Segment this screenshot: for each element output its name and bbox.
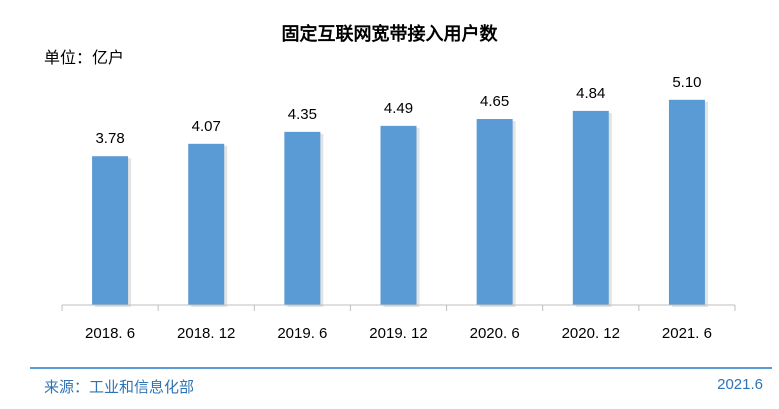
bar	[668, 99, 705, 306]
bar	[476, 119, 513, 306]
footer-divider	[30, 367, 772, 369]
bar-value-label: 4.65	[480, 93, 509, 110]
x-tick-label: 2020. 6	[470, 325, 520, 342]
bar-value-label: 4.35	[288, 106, 317, 123]
value-labels-layer: 3.78 4.07 4.35 4.49 4.65 4.84 5.10	[95, 74, 701, 147]
bar	[380, 125, 417, 305]
x-tick-label: 2018. 6	[85, 325, 135, 342]
unit-label: 单位：亿户	[44, 48, 125, 67]
bars-layer	[92, 99, 708, 308]
bar-value-label: 4.49	[384, 100, 413, 117]
source-label: 来源：工业和信息化部	[44, 378, 195, 396]
bar	[92, 156, 129, 305]
x-tick-label: 2018. 12	[177, 325, 235, 342]
x-tick-label: 2021. 6	[662, 325, 712, 342]
footer-date: 2021.6	[717, 376, 763, 393]
x-tick-label: 2020. 12	[562, 325, 620, 342]
bar-value-label: 3.78	[95, 130, 124, 147]
bar	[572, 110, 609, 305]
bar-value-label: 4.07	[192, 118, 221, 135]
x-tick-label: 2019. 12	[369, 325, 427, 342]
bar	[284, 131, 321, 305]
bar-value-label: 4.84	[576, 85, 605, 102]
chart-title: 固定互联网宽带接入用户数	[281, 24, 498, 45]
bar-value-label: 5.10	[672, 74, 701, 91]
bar	[188, 143, 225, 305]
x-tick-label: 2019. 6	[277, 325, 327, 342]
x-axis: 2018. 6 2018. 12 2019. 6 2019. 12 2020. 6 202…	[61, 304, 736, 342]
